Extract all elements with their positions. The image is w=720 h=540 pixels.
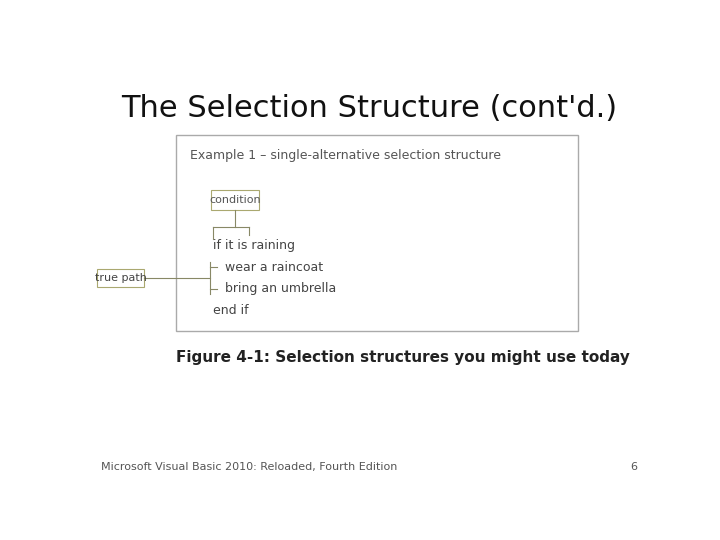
Text: Microsoft Visual Basic 2010: Reloaded, Fourth Edition: Microsoft Visual Basic 2010: Reloaded, F… xyxy=(101,462,397,472)
Text: Figure 4-1: Selection structures you might use today: Figure 4-1: Selection structures you mig… xyxy=(176,350,631,366)
Bar xyxy=(176,136,578,331)
Text: 6: 6 xyxy=(630,462,637,472)
Text: true path: true path xyxy=(95,273,147,283)
Text: Example 1 – single-alternative selection structure: Example 1 – single-alternative selection… xyxy=(190,149,501,162)
Text: condition: condition xyxy=(210,195,261,205)
Bar xyxy=(97,269,145,287)
Bar xyxy=(212,190,258,211)
Text: bring an umbrella: bring an umbrella xyxy=(213,282,336,295)
Text: The Selection Structure (cont'd.): The Selection Structure (cont'd.) xyxy=(121,94,617,123)
Text: end if: end if xyxy=(213,304,248,317)
Text: if it is raining: if it is raining xyxy=(213,239,294,252)
Text: wear a raincoat: wear a raincoat xyxy=(213,261,323,274)
